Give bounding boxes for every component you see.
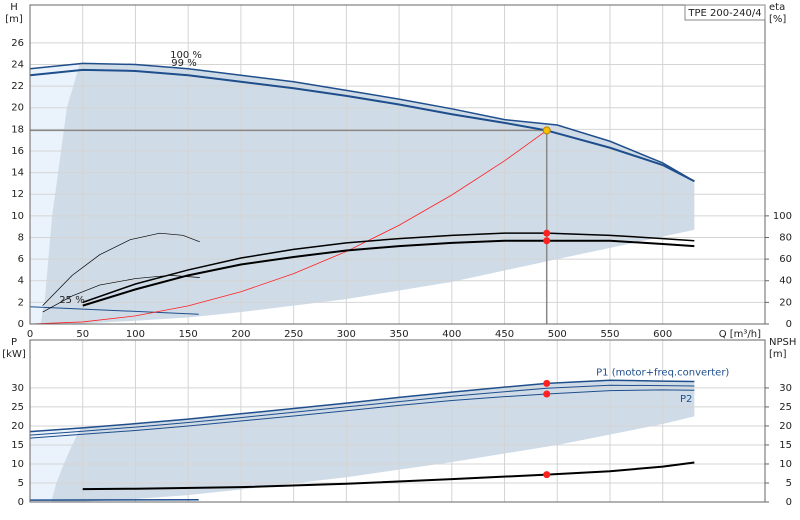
duty-point bbox=[543, 229, 551, 237]
curve bbox=[29, 384, 695, 436]
x-tick-label: 400 bbox=[442, 329, 461, 340]
y2-tick-label: 20 bbox=[779, 421, 792, 432]
curve bbox=[29, 306, 199, 315]
curve bbox=[29, 68, 695, 183]
y2-tick-label: 30 bbox=[779, 383, 792, 394]
y2-tick-label: 80 bbox=[779, 232, 792, 243]
operating-range bbox=[40, 63, 695, 324]
y-tick-label: 30 bbox=[11, 383, 24, 394]
x-tick-label: 150 bbox=[179, 329, 198, 340]
curve bbox=[42, 232, 200, 306]
y-tick-label: 2 bbox=[18, 297, 24, 308]
y-tick-label: 18 bbox=[11, 124, 24, 135]
chart-title: TPE 200-240/4 bbox=[687, 8, 761, 19]
x-tick-label: 550 bbox=[600, 329, 619, 340]
x-tick-label: 0 bbox=[27, 329, 33, 340]
curve bbox=[29, 389, 695, 439]
curve bbox=[29, 62, 695, 182]
y-tick-label: 26 bbox=[11, 38, 24, 49]
y2-tick-label: 20 bbox=[779, 297, 792, 308]
y2-axis-unit: [m] bbox=[769, 349, 787, 360]
x-tick-label: 100 bbox=[126, 329, 145, 340]
y-axis-label: H bbox=[10, 2, 18, 13]
curve-label: 100 % bbox=[170, 50, 202, 61]
series-label: P1 (motor+freq.converter) bbox=[596, 367, 729, 378]
y-tick-label: 0 bbox=[18, 497, 24, 508]
y-axis-unit: [m] bbox=[5, 14, 23, 25]
y2-tick-label: 0 bbox=[786, 319, 792, 330]
curve bbox=[29, 130, 547, 325]
y2-axis-label: NPSH bbox=[769, 337, 796, 348]
x-tick-label: 600 bbox=[653, 329, 672, 340]
operating-range bbox=[51, 380, 695, 502]
y-tick-label: 10 bbox=[11, 459, 24, 470]
y-tick-label: 4 bbox=[18, 276, 24, 287]
title-box bbox=[684, 4, 766, 21]
y-tick-label: 12 bbox=[11, 189, 24, 200]
y2-tick-label: 10 bbox=[779, 459, 792, 470]
y-tick-label: 6 bbox=[18, 254, 24, 265]
y-tick-label: 20 bbox=[11, 421, 24, 432]
x-tick-label: 500 bbox=[548, 329, 567, 340]
y2-axis-label: eta bbox=[769, 2, 785, 13]
plot-frame bbox=[29, 339, 766, 503]
curve bbox=[82, 232, 695, 304]
duty-point bbox=[543, 471, 551, 479]
curve bbox=[82, 239, 695, 307]
x-tick-label: 350 bbox=[390, 329, 409, 340]
duty-point bbox=[543, 379, 551, 387]
y-axis-label: P bbox=[11, 337, 17, 348]
x-tick-label: 250 bbox=[284, 329, 303, 340]
y2-tick-label: 15 bbox=[779, 440, 792, 451]
duty-point bbox=[543, 237, 551, 245]
y2-tick-label: 40 bbox=[779, 276, 792, 287]
y-tick-label: 15 bbox=[11, 440, 24, 451]
y-tick-label: 20 bbox=[11, 103, 24, 114]
y2-tick-label: 60 bbox=[779, 254, 792, 265]
y-axis-unit: [kW] bbox=[2, 349, 26, 360]
y2-tick-label: 5 bbox=[786, 478, 792, 489]
y-tick-label: 24 bbox=[11, 59, 24, 70]
y-tick-label: 0 bbox=[18, 319, 24, 330]
y-tick-label: 8 bbox=[18, 232, 24, 243]
x-tick-label: 450 bbox=[495, 329, 514, 340]
y2-tick-label: 100 bbox=[773, 211, 792, 222]
x-tick-label: 200 bbox=[231, 329, 250, 340]
y-tick-label: 16 bbox=[11, 146, 24, 157]
curve bbox=[82, 461, 695, 491]
series-label: P2 bbox=[680, 394, 692, 405]
curve-label: 25 % bbox=[59, 295, 84, 306]
curve-label: 99 % bbox=[171, 58, 196, 69]
duty-point bbox=[543, 390, 551, 398]
y2-tick-label: 25 bbox=[779, 402, 792, 413]
x-axis-label: Q [m³/h] bbox=[719, 329, 761, 340]
y2-axis-unit: [%] bbox=[769, 14, 786, 25]
y2-tick-label: 0 bbox=[786, 497, 792, 508]
y-tick-label: 25 bbox=[11, 402, 24, 413]
plot-frame bbox=[29, 4, 766, 325]
x-tick-label: 50 bbox=[76, 329, 89, 340]
y-tick-label: 14 bbox=[11, 168, 24, 179]
curve bbox=[42, 274, 200, 313]
y-tick-label: 22 bbox=[11, 81, 24, 92]
duty-point bbox=[542, 126, 551, 135]
x-tick-label: 300 bbox=[337, 329, 356, 340]
y-tick-label: 5 bbox=[18, 478, 24, 489]
y-tick-label: 10 bbox=[11, 211, 24, 222]
curve bbox=[29, 379, 695, 433]
